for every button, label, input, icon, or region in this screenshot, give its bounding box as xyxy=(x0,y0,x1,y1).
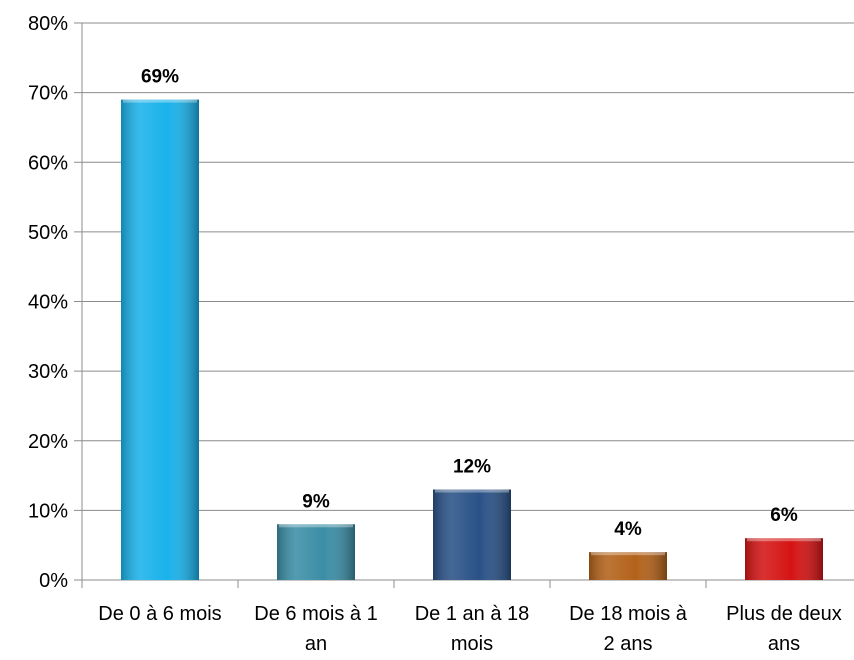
x-tick-label: De 1 an à 18 mois xyxy=(415,603,530,655)
y-tick-label: 70% xyxy=(28,83,68,105)
y-tick-label: 10% xyxy=(28,500,68,522)
x-tick-label: De 0 à 6 mois xyxy=(98,603,221,625)
bar-shading xyxy=(433,489,511,580)
data-label: 4% xyxy=(614,519,642,540)
bar-shading xyxy=(121,99,199,581)
x-tick-label: De 6 mois à 1 an xyxy=(254,603,377,655)
bar-shading xyxy=(277,524,355,580)
y-tick-label: 80% xyxy=(28,13,68,35)
y-tick-label: 20% xyxy=(28,431,68,453)
y-tick-label: 0% xyxy=(39,570,68,592)
data-label: 6% xyxy=(770,505,798,526)
data-label: 12% xyxy=(453,456,491,477)
bar-highlight xyxy=(123,99,197,103)
y-tick-label: 40% xyxy=(28,292,68,314)
bar-highlight xyxy=(435,489,509,493)
x-tick-label: Plus de deux ans xyxy=(726,603,842,655)
bar-shading xyxy=(745,538,823,580)
bar-highlight xyxy=(279,524,353,528)
y-tick-label: 60% xyxy=(28,152,68,174)
gridlines xyxy=(82,22,854,511)
data-label: 69% xyxy=(141,67,179,88)
data-label: 9% xyxy=(302,491,330,512)
labels: 0% 10% 20% 30% 40% 50% 60% 70% 80% 69% De 0 à 6 mo… xyxy=(28,13,842,655)
bar-shading xyxy=(589,552,667,580)
y-tick-label: 30% xyxy=(28,361,68,383)
y-tick-label: 50% xyxy=(28,222,68,244)
bars xyxy=(121,99,823,581)
bar-highlight xyxy=(591,552,665,556)
bar-highlight xyxy=(747,538,821,542)
